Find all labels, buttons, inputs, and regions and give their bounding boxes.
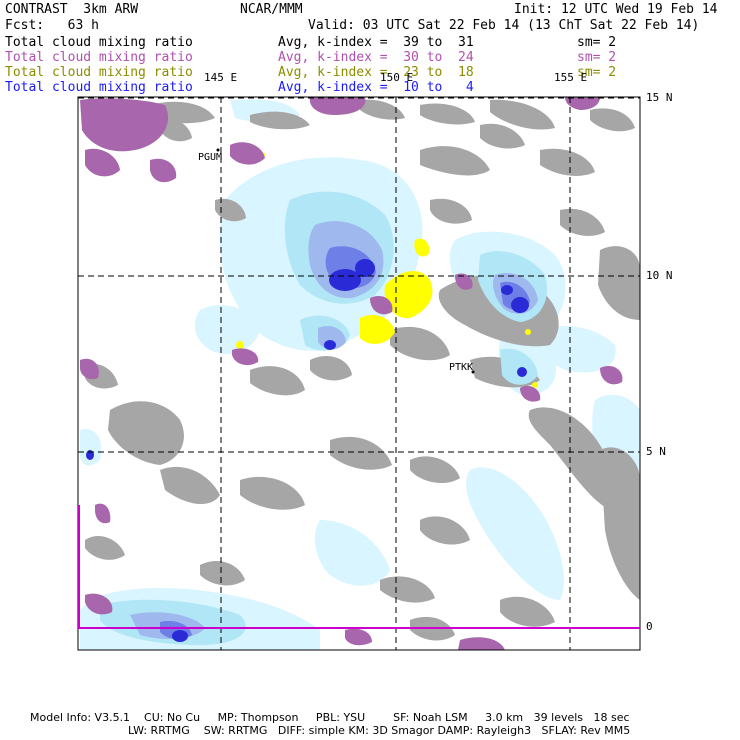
lat-label-15n: 15 N	[646, 91, 673, 104]
lat-label-equator: 0	[646, 620, 653, 633]
valid-time: Valid: 03 UTC Sat 22 Feb 14 (13 ChT Sat …	[308, 18, 700, 33]
station-pgum-label: PGUM	[198, 152, 223, 163]
model-title: CONTRAST 3km ARW	[5, 2, 139, 17]
legend-field: Total cloud mixing ratio	[5, 65, 193, 80]
lon-label-155e: 155 E	[554, 71, 588, 84]
institution: NCAR/MMM	[240, 2, 303, 17]
cloud-purple-field	[80, 97, 623, 650]
legend-field: Total cloud mixing ratio	[5, 35, 193, 50]
init-time: Init: 12 UTC Wed 19 Feb 14	[514, 2, 718, 17]
lon-label-145e: 145 E	[204, 71, 238, 84]
station-ptkk-marker	[471, 370, 475, 374]
legend-field: Total cloud mixing ratio	[5, 80, 193, 95]
model-info-line2: LW: RRTMG SW: RRTMG DIFF: simple KM: 3D …	[128, 724, 631, 737]
map-frame	[77, 96, 641, 651]
legend-field: Total cloud mixing ratio	[5, 50, 193, 65]
model-info-line1: Model Info: V3.5.1 CU: No Cu MP: Thompso…	[30, 711, 630, 724]
cloud-gray-features	[85, 99, 640, 641]
lat-label-10n: 10 N	[646, 269, 673, 282]
lat-label-5n: 5 N	[646, 445, 666, 458]
station-pgum-marker	[216, 148, 220, 152]
legend-stat: Avg, k-index = 30 to 24	[278, 50, 474, 65]
forecast-hour: Fcst: 63 h	[5, 18, 99, 33]
legend-smoothing: sm= 2	[577, 65, 617, 80]
cloud-core-field	[86, 259, 529, 642]
legend-smoothing: sm= 2	[577, 35, 617, 50]
legend-stat: Avg, k-index = 39 to 31	[278, 35, 474, 50]
legend-stat: Avg, k-index = 23 to 18	[278, 65, 474, 80]
legend-stat: Avg, k-index = 10 to 4	[278, 80, 474, 95]
legend-smoothing: sm= 2	[577, 50, 617, 65]
lon-label-150e: 150 E	[380, 71, 414, 84]
station-ptkk-label: PTKK	[449, 362, 474, 373]
graticule	[78, 97, 640, 650]
